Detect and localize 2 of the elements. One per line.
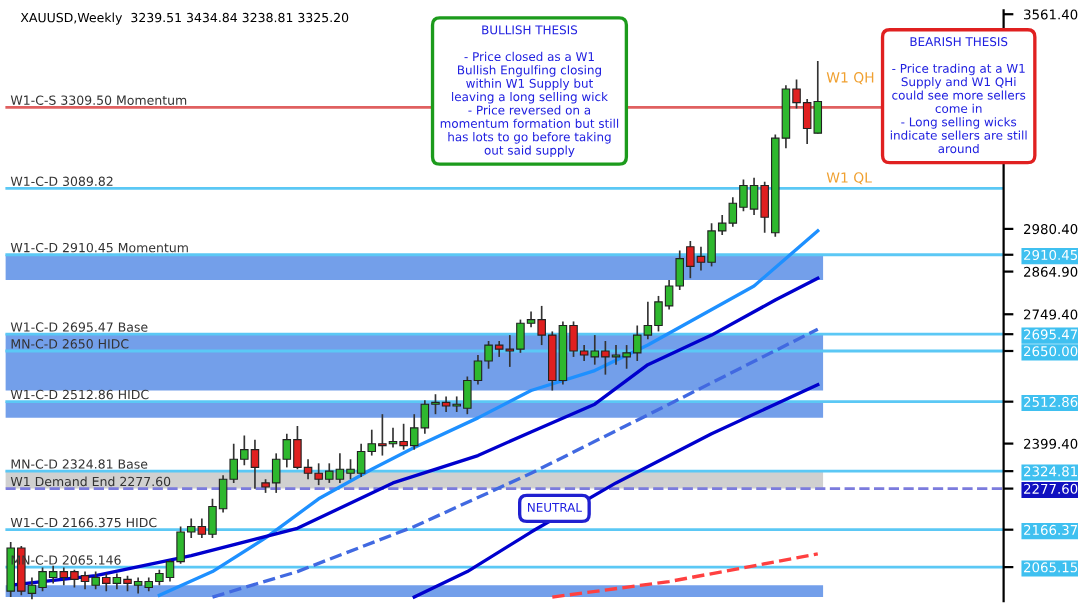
line-series [210, 327, 820, 599]
line-series [412, 382, 820, 599]
